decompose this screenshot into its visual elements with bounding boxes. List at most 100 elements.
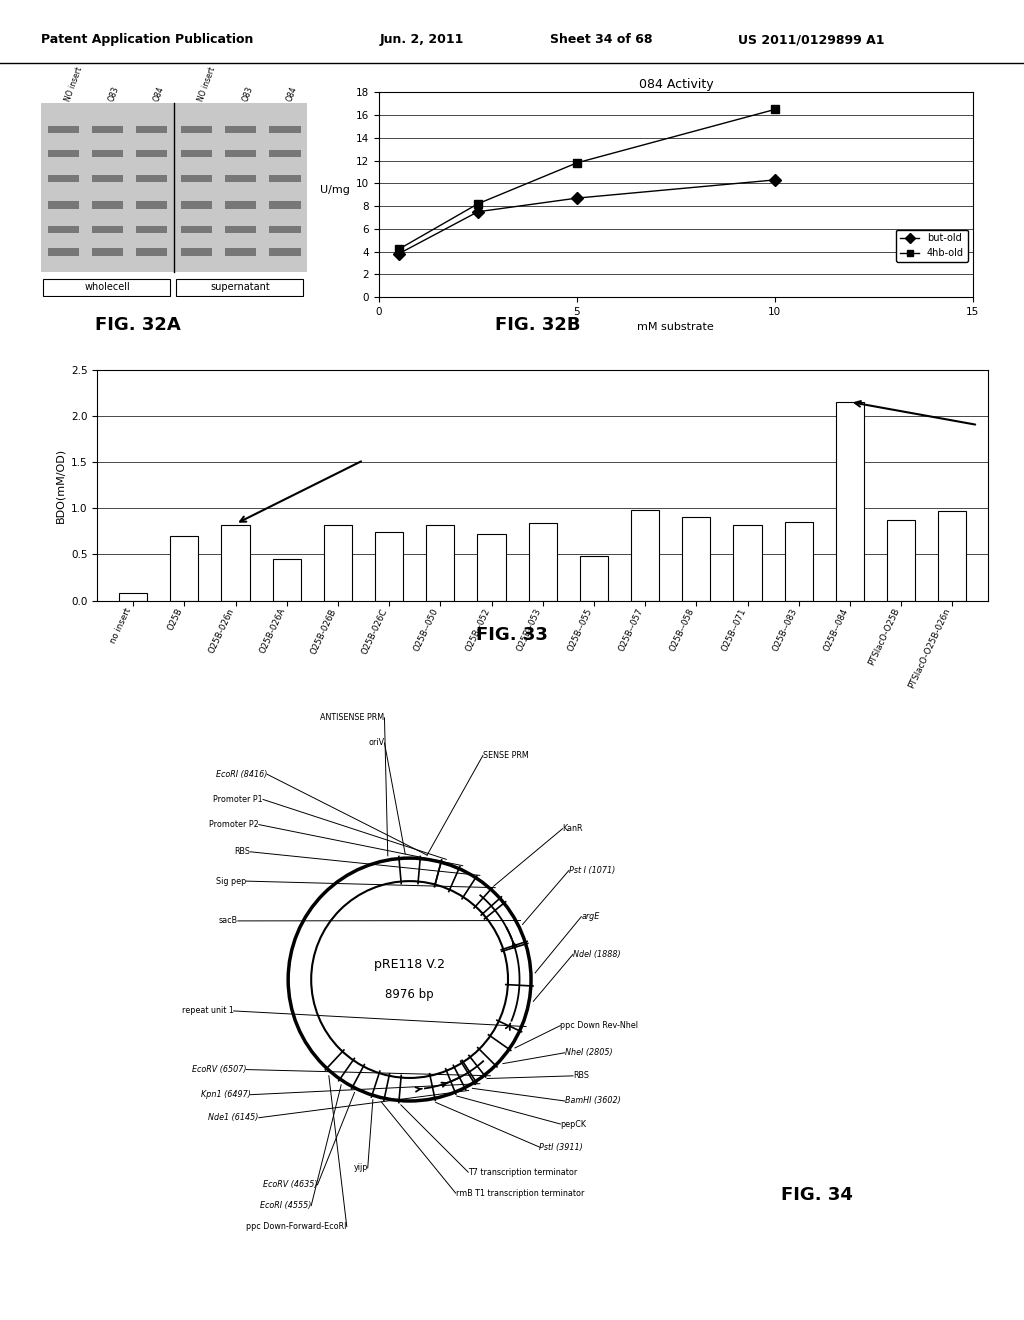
Bar [580, 556, 608, 601]
Bar [528, 523, 557, 601]
Bar [181, 226, 212, 234]
Bar [631, 510, 659, 601]
Text: NO insert: NO insert [197, 66, 217, 103]
Text: FIG. 32A: FIG. 32A [95, 315, 181, 334]
Bar [269, 201, 301, 209]
Text: NO insert: NO insert [63, 66, 84, 103]
Bar [887, 520, 915, 601]
Bar [784, 521, 813, 601]
Bar [938, 511, 967, 601]
Text: US 2011/0129899 A1: US 2011/0129899 A1 [738, 33, 885, 46]
Text: Patent Application Publication: Patent Application Publication [41, 33, 253, 46]
Bar [426, 525, 455, 601]
Text: pepCK: pepCK [560, 1119, 587, 1129]
Text: FIG. 32B: FIG. 32B [495, 315, 581, 334]
Text: supernatant: supernatant [211, 282, 270, 293]
Bar [269, 174, 301, 182]
Text: KanR: KanR [562, 824, 583, 833]
Bar [47, 150, 79, 157]
Bar [181, 174, 212, 182]
Bar [136, 201, 167, 209]
Bar [324, 525, 352, 601]
Bar [136, 174, 167, 182]
Text: EcoRI (4555): EcoRI (4555) [260, 1201, 311, 1210]
Bar [41, 103, 307, 272]
Text: ANTISENSE PRM: ANTISENSE PRM [321, 713, 384, 722]
Legend: but-old, 4hb-old: but-old, 4hb-old [896, 230, 968, 263]
Text: Pst I (1071): Pst I (1071) [568, 866, 615, 875]
Text: EcoRV (4635): EcoRV (4635) [263, 1180, 317, 1189]
Bar [181, 201, 212, 209]
Bar [225, 125, 256, 133]
Bar [92, 174, 123, 182]
Bar [119, 593, 147, 601]
Bar [272, 560, 301, 601]
Bar [269, 150, 301, 157]
Text: FIG. 33: FIG. 33 [476, 626, 548, 644]
Bar [733, 525, 762, 601]
Bar [136, 226, 167, 234]
Text: EcoRI (8416): EcoRI (8416) [216, 770, 267, 779]
Text: ppc Down Rev-NheI: ppc Down Rev-NheI [560, 1022, 638, 1030]
Bar [181, 125, 212, 133]
Bar [136, 125, 167, 133]
Bar [47, 174, 79, 182]
FancyBboxPatch shape [176, 279, 303, 296]
Bar [47, 125, 79, 133]
Text: Promoter P2: Promoter P2 [209, 820, 259, 829]
Bar [269, 248, 301, 256]
Bar [836, 401, 864, 601]
Bar [269, 226, 301, 234]
Y-axis label: BDO(mM/OD): BDO(mM/OD) [55, 447, 66, 523]
Text: SENSE PRM: SENSE PRM [483, 751, 528, 760]
Text: FIG. 34: FIG. 34 [781, 1185, 853, 1204]
Text: Sig pep: Sig pep [216, 876, 247, 886]
Bar [375, 532, 403, 601]
Text: pRE118 V.2: pRE118 V.2 [374, 958, 445, 972]
Bar [477, 535, 506, 601]
Bar [181, 150, 212, 157]
Bar [92, 248, 123, 256]
Text: PstI (3911): PstI (3911) [540, 1143, 583, 1151]
Bar [225, 174, 256, 182]
Text: O83: O83 [108, 84, 121, 103]
Bar [225, 201, 256, 209]
Text: T7 transcription terminator: T7 transcription terminator [468, 1168, 578, 1176]
Text: O84: O84 [285, 84, 299, 103]
Text: NdeI (1888): NdeI (1888) [572, 950, 621, 958]
Bar [47, 201, 79, 209]
Text: BamHI (3602): BamHI (3602) [564, 1097, 621, 1105]
Bar [269, 125, 301, 133]
Text: argE: argE [582, 912, 599, 921]
Bar [136, 150, 167, 157]
Text: oriV: oriV [369, 738, 384, 747]
Bar [170, 536, 199, 601]
Bar [92, 226, 123, 234]
Text: Promoter P1: Promoter P1 [213, 795, 263, 804]
Bar [47, 226, 79, 234]
Bar [92, 201, 123, 209]
Text: rmB T1 transcription terminator: rmB T1 transcription terminator [456, 1188, 584, 1197]
Bar [225, 226, 256, 234]
Bar [92, 125, 123, 133]
Text: RBS: RBS [234, 847, 251, 857]
Text: O83: O83 [241, 84, 254, 103]
Text: NheI (2805): NheI (2805) [564, 1048, 612, 1057]
Text: repeat unit 1: repeat unit 1 [182, 1006, 233, 1015]
Text: sacB: sacB [219, 916, 238, 925]
Text: EcoRV (6507): EcoRV (6507) [191, 1065, 247, 1074]
Text: Jun. 2, 2011: Jun. 2, 2011 [380, 33, 465, 46]
Bar [47, 248, 79, 256]
Bar [225, 248, 256, 256]
Text: RBS: RBS [572, 1072, 589, 1080]
Bar [136, 248, 167, 256]
Text: Kpn1 (6497): Kpn1 (6497) [201, 1090, 251, 1100]
Title: 084 Activity: 084 Activity [639, 78, 713, 91]
Bar [225, 150, 256, 157]
Bar [682, 517, 711, 601]
Bar [181, 248, 212, 256]
Bar [92, 150, 123, 157]
Text: O84: O84 [152, 84, 166, 103]
Text: 8976 bp: 8976 bp [385, 987, 434, 1001]
Y-axis label: U/mg: U/mg [321, 185, 350, 194]
